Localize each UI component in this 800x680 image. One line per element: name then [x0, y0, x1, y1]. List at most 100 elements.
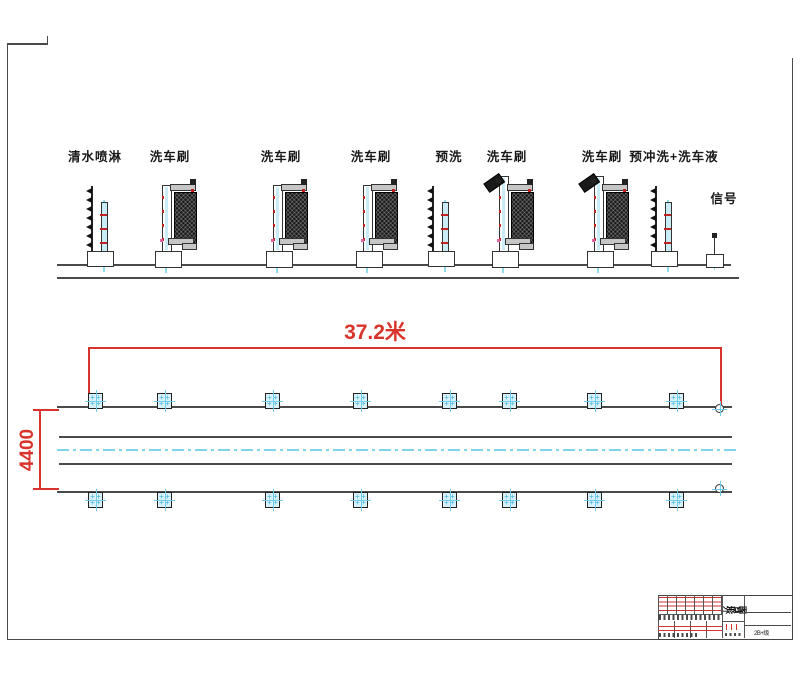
mast-joint — [593, 224, 596, 227]
title-block-grid-upper — [658, 595, 722, 615]
ground-line-upper — [57, 264, 731, 266]
vehicle-centerline — [57, 449, 738, 451]
spray-nozzle-icon — [86, 197, 92, 203]
pole-joint — [100, 228, 107, 230]
spray-nozzle-icon — [86, 206, 92, 212]
anchor-block: + + + + — [262, 390, 283, 412]
frame-top-tick — [47, 36, 48, 44]
body-line-top — [59, 436, 732, 438]
bracket-foot — [614, 243, 629, 250]
pole-joint — [441, 214, 448, 216]
spray-nozzle-icon — [427, 188, 433, 194]
top-beam — [281, 184, 307, 191]
mast-joint — [593, 210, 596, 213]
length-dim-extension-left — [88, 347, 90, 396]
title-block: 外形尺寸图 2B+级 — [658, 595, 793, 640]
foundation-base — [587, 251, 614, 268]
title-block-text-row — [659, 615, 721, 620]
lower-bracket — [369, 238, 395, 245]
station-label: 洗车刷 — [486, 150, 528, 164]
spray-nozzle-icon — [86, 188, 92, 194]
top-beam — [170, 184, 196, 191]
frame-top-stub — [7, 43, 48, 45]
mast-joint — [272, 196, 275, 199]
beam-hanger — [527, 179, 533, 185]
lower-bracket — [279, 238, 305, 245]
anchor-block: + + + + — [499, 390, 520, 412]
brush-cylinder — [375, 192, 398, 244]
anchor-block: + + + + — [666, 390, 687, 412]
mast-core — [275, 187, 279, 250]
spray-nozzle-icon — [86, 215, 92, 221]
signal-pole — [713, 238, 715, 255]
station-label: 洗车刷 — [350, 150, 392, 164]
spray-nozzle-icon — [650, 224, 656, 230]
mast-core — [596, 178, 600, 250]
top-beam — [602, 184, 628, 191]
title-strip-cell: 外形尺寸图 — [721, 595, 747, 622]
pole-joint — [100, 242, 107, 244]
beam-hanger — [301, 179, 307, 185]
lower-bracket — [168, 238, 194, 245]
spray-nozzle-icon — [427, 197, 433, 203]
brush-cylinder — [174, 192, 197, 244]
length-dim-extension-right — [720, 347, 722, 407]
brush-cylinder — [285, 192, 308, 244]
mast-joint — [593, 196, 596, 199]
drawing-title: 外形尺寸图 — [721, 606, 747, 614]
anchor-block: + + + + — [439, 390, 460, 412]
pivot-marker — [271, 239, 274, 242]
pole-joint — [441, 242, 448, 244]
bracket-foot — [383, 243, 398, 250]
foundation-base — [492, 251, 519, 268]
anchor-block: + + + + — [584, 390, 605, 412]
sensor-arm — [496, 179, 501, 183]
width-dimension-line — [39, 409, 41, 490]
title-strip-lower-cell — [722, 621, 745, 638]
rail-top — [57, 406, 732, 408]
title-block-text-row-2 — [659, 633, 699, 637]
spray-nozzle-icon — [650, 188, 656, 194]
title-block-right-divider-2 — [744, 625, 791, 626]
pin-marker — [712, 481, 727, 496]
mast-joint — [362, 224, 365, 227]
width-dim-tick-bottom — [33, 488, 59, 490]
beam-hanger — [391, 179, 397, 185]
spray-nozzle-icon — [86, 242, 92, 248]
frame-bottom-border — [7, 639, 793, 640]
foundation-base — [266, 251, 293, 268]
top-beam — [371, 184, 397, 191]
pivot-marker — [361, 239, 364, 242]
spray-nozzle-icon — [427, 215, 433, 221]
anchor-block: + + + + — [499, 489, 520, 511]
mast-joint — [272, 224, 275, 227]
spray-nozzle-icon — [427, 242, 433, 248]
lower-bracket — [600, 238, 626, 245]
width-dim-tick-top — [33, 409, 59, 411]
top-beam — [507, 184, 533, 191]
bracket-foot — [293, 243, 308, 250]
station-label: 信号 — [710, 192, 738, 206]
title-block-right-divider-1 — [744, 612, 791, 613]
foundation-base — [155, 251, 182, 268]
mast-core — [164, 187, 168, 250]
beam-hanger — [190, 179, 196, 185]
anchor-block: + + + + — [154, 489, 175, 511]
spray-nozzle-icon — [650, 206, 656, 212]
mast-joint — [498, 196, 501, 199]
pivot-marker — [592, 239, 595, 242]
drawing-code: 2B+级 — [754, 631, 769, 637]
bracket-foot — [182, 243, 197, 250]
pin-marker — [712, 401, 727, 416]
station-label: 清水喷淋 — [67, 150, 123, 164]
anchor-block: + + + + — [85, 489, 106, 511]
frame-right-border — [792, 58, 793, 640]
anchor-block: + + + + — [154, 390, 175, 412]
foundation-base — [651, 251, 678, 267]
spray-nozzle-icon — [650, 197, 656, 203]
pole-joint — [664, 228, 671, 230]
foundation-base — [706, 254, 724, 268]
title-block-red-line-1 — [658, 626, 722, 627]
pivot-marker — [160, 239, 163, 242]
beam-hanger — [622, 179, 628, 185]
